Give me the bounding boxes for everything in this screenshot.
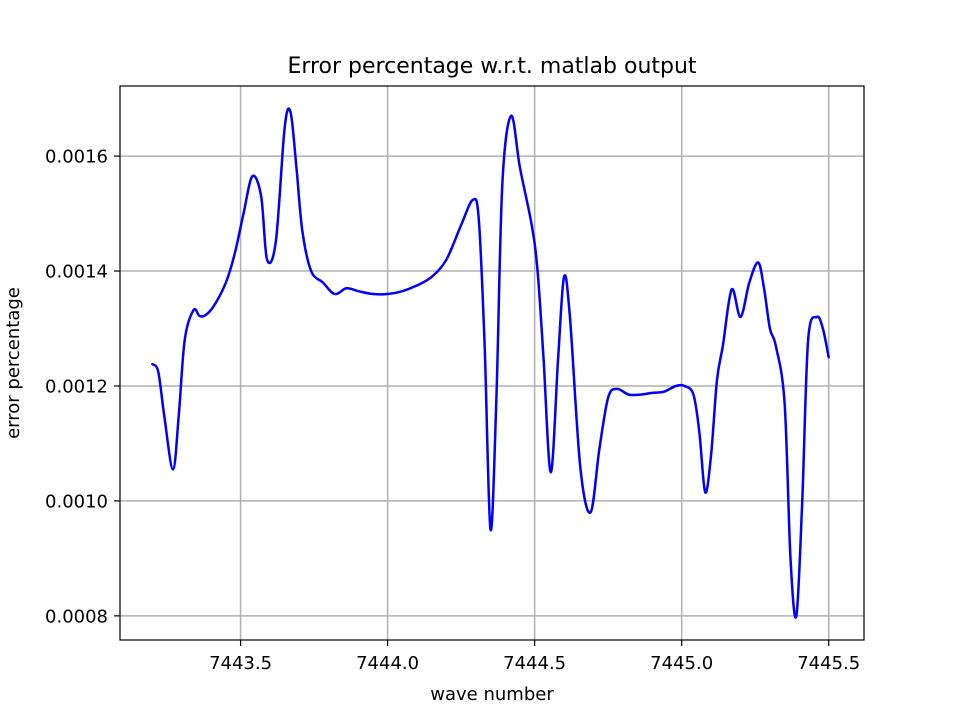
y-tick-label: 0.0008 — [45, 606, 108, 627]
y-tick-label: 0.0010 — [45, 491, 108, 512]
y-tick-label: 0.0016 — [45, 147, 108, 168]
plot-frame — [119, 85, 865, 641]
x-tick-label: 7445.0 — [650, 653, 713, 674]
x-axis-ticks: 7443.5 7444.0 7444.5 7445.0 7445.5 — [209, 640, 860, 674]
series-line — [151, 107, 830, 619]
y-axis-ticks: 0.0008 0.0010 0.0012 0.0014 0.0016 — [45, 147, 120, 627]
x-tick-label: 7443.5 — [209, 653, 272, 674]
x-axis-label: wave number — [430, 684, 554, 705]
x-tick-label: 7445.5 — [797, 653, 860, 674]
x-tick-label: 7444.5 — [503, 653, 566, 674]
y-axis-label: error percentage — [3, 287, 24, 439]
y-tick-label: 0.0012 — [45, 376, 108, 397]
x-gridlines — [239, 86, 830, 640]
x-tick-label: 7444.0 — [356, 653, 419, 674]
chart-title: Error percentage w.r.t. matlab output — [287, 54, 696, 79]
y-tick-label: 0.0014 — [45, 262, 108, 283]
